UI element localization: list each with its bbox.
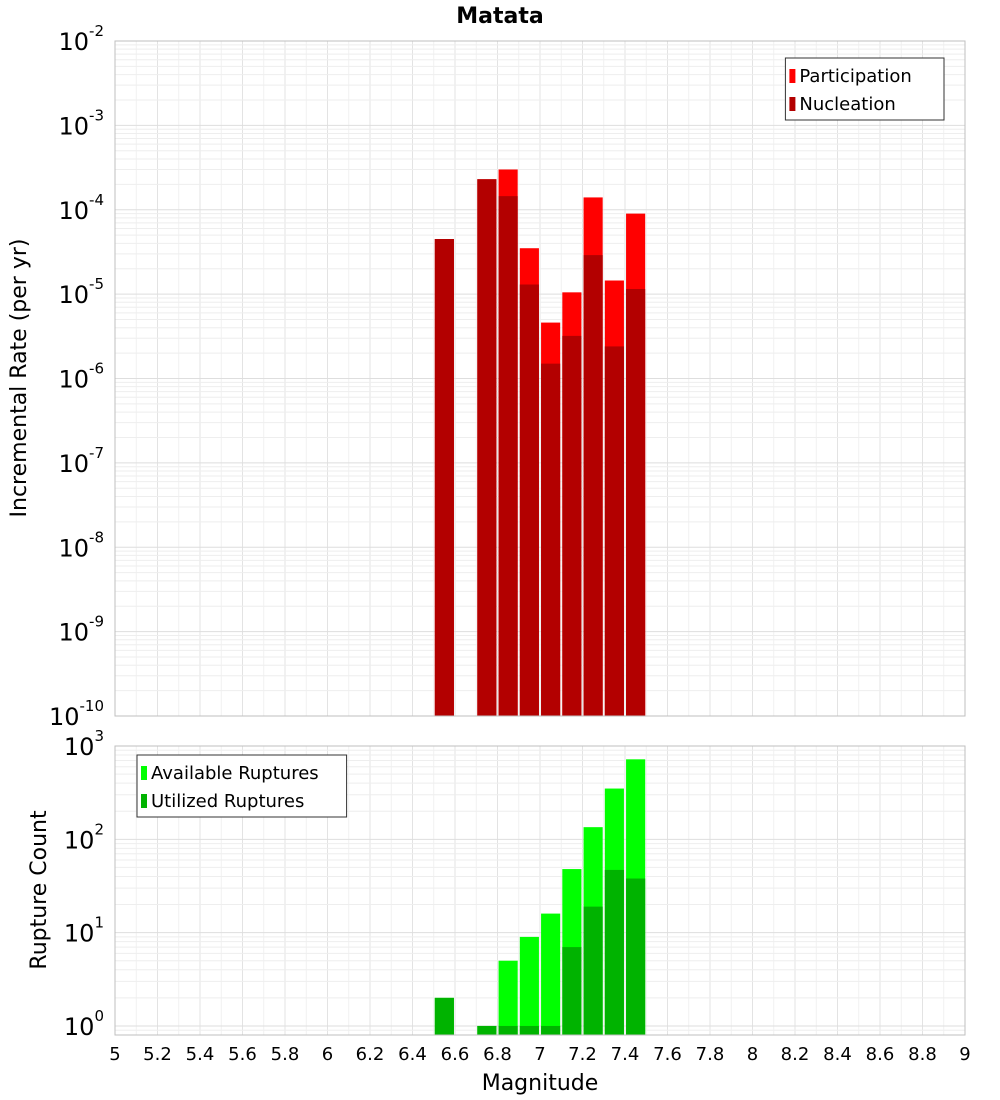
count-bar-available-ruptures <box>519 936 539 1035</box>
count-bar-utilized-ruptures <box>562 947 582 1035</box>
y-tick-label: 10-10 <box>49 697 104 731</box>
count-bar-utilized-ruptures <box>583 906 603 1035</box>
rate-y-ticks: 10-2 10-3 10-4 10-5 10-6 10-7 10-8 10-9 10-10 <box>49 22 104 731</box>
x-tick-label: 8.8 <box>908 1044 937 1065</box>
x-tick-label: 6.2 <box>356 1044 385 1065</box>
legend-swatch <box>789 97 796 111</box>
legend-swatch <box>141 766 147 780</box>
x-tick-label: 8.6 <box>866 1044 895 1065</box>
x-tick-label: 7.8 <box>696 1044 725 1065</box>
x-axis-label: Magnitude <box>482 1071 599 1096</box>
count-y-ticks: 103 102 101 100 <box>64 727 104 1041</box>
legend-box <box>784 57 945 121</box>
y-tick-label: 10-6 <box>58 360 104 394</box>
x-tick-label: 6.4 <box>398 1044 427 1065</box>
legend-swatch <box>789 69 796 83</box>
x-tick-label: 6.8 <box>483 1044 512 1065</box>
x-tick-label: 7.4 <box>611 1044 640 1065</box>
rate-y-axis-label: Incremental Rate (per yr) <box>7 239 32 518</box>
x-tick-label: 7.2 <box>568 1044 597 1065</box>
y-tick-label: 10-4 <box>58 191 104 225</box>
rate-bar-nucleation <box>477 179 497 716</box>
rate-panel: 10-2 10-3 10-4 10-5 10-6 10-7 10-8 10-9 10-10 In… <box>7 22 966 731</box>
x-tick-label: 5.8 <box>271 1044 300 1065</box>
y-tick-label: 100 <box>64 1007 104 1041</box>
rate-bars <box>434 169 646 717</box>
rate-bar-nucleation <box>626 289 646 716</box>
legend-label: Nucleation <box>799 94 895 115</box>
rate-bar-nucleation <box>434 239 454 716</box>
x-tick-label: 7.6 <box>653 1044 682 1065</box>
x-tick-label: 5 <box>109 1044 120 1065</box>
rate-grid <box>114 40 966 717</box>
count-y-axis-label: Rupture Count <box>27 810 52 970</box>
y-tick-label: 102 <box>64 820 104 854</box>
y-tick-label: 101 <box>64 914 104 948</box>
count-bar-available-ruptures <box>541 913 561 1035</box>
y-tick-label: 10-9 <box>58 613 104 647</box>
rate-bar-nucleation <box>541 363 561 716</box>
count-bar-utilized-ruptures <box>519 1025 539 1035</box>
legend-label: Participation <box>799 66 911 87</box>
x-tick-label: 5.2 <box>143 1044 172 1065</box>
legend-box <box>136 754 348 818</box>
legend-label: Utilized Ruptures <box>151 791 304 812</box>
x-tick-label: 6 <box>322 1044 333 1065</box>
rate-plot-frame <box>114 40 966 717</box>
x-tick-label: 8.4 <box>823 1044 852 1065</box>
y-tick-label: 103 <box>64 727 104 761</box>
count-legend: Available Ruptures Utilized Ruptures <box>136 754 348 818</box>
rate-bar-nucleation <box>498 196 518 716</box>
x-tick-label: 6.6 <box>441 1044 470 1065</box>
rate-bar-nucleation <box>604 346 624 716</box>
count-bars <box>434 759 646 1035</box>
y-tick-label: 10-8 <box>58 528 104 562</box>
count-bar-utilized-ruptures <box>498 1025 518 1035</box>
count-bar-utilized-ruptures <box>477 1025 497 1035</box>
rate-bar-nucleation <box>583 255 603 716</box>
x-tick-label: 7 <box>534 1044 545 1065</box>
y-tick-label: 10-2 <box>58 22 104 56</box>
count-bar-utilized-ruptures <box>626 878 646 1035</box>
x-tick-label: 5.6 <box>228 1044 257 1065</box>
count-bar-utilized-ruptures <box>434 997 454 1035</box>
y-tick-label: 10-5 <box>58 275 104 309</box>
x-axis-ticks: 5 5.2 5.4 5.6 5.8 6 6.2 6.4 6.6 6.8 7 7.2 7.4 7.6 7.8 8… <box>109 1044 970 1065</box>
x-tick-label: 8 <box>747 1044 758 1065</box>
count-panel: 103 102 101 100 Rupture Count Available Rup… <box>27 727 966 1041</box>
count-bar-utilized-ruptures <box>541 1025 561 1035</box>
rate-bar-nucleation <box>519 284 539 716</box>
rate-bar-nucleation <box>562 335 582 716</box>
count-bar-available-ruptures <box>498 960 518 1035</box>
x-tick-label: 8.2 <box>781 1044 810 1065</box>
count-plot-frame <box>114 745 966 1036</box>
x-tick-label: 5.4 <box>186 1044 215 1065</box>
rate-legend: Participation Nucleation <box>784 57 945 121</box>
y-tick-label: 10-7 <box>58 444 104 478</box>
chart-title: Matata <box>456 4 543 29</box>
legend-label: Available Ruptures <box>151 763 319 784</box>
legend-swatch <box>141 794 147 808</box>
count-bar-utilized-ruptures <box>604 869 624 1035</box>
x-tick-label: 9 <box>959 1044 970 1065</box>
y-tick-label: 10-3 <box>58 106 104 140</box>
